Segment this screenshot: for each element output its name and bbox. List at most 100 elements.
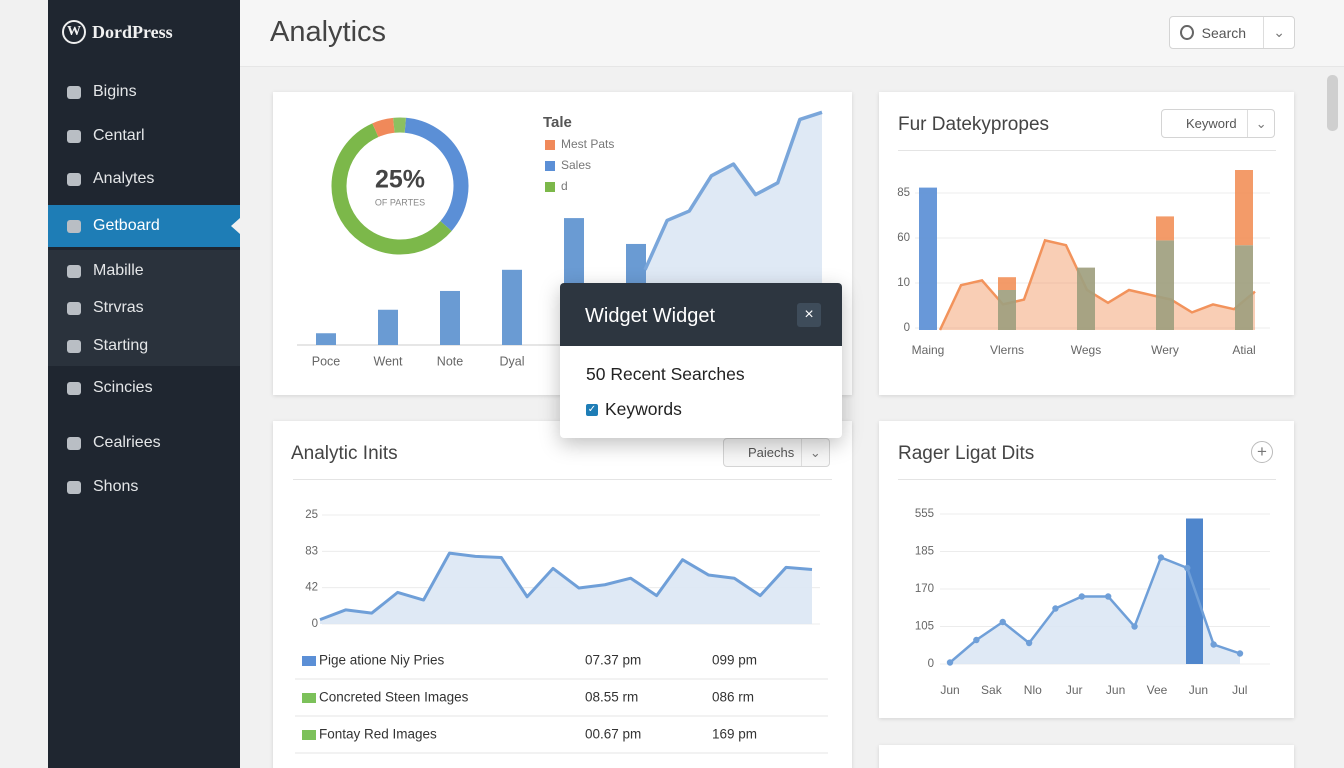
menu-icon [67,381,81,395]
point [973,636,980,644]
menu-label: Scincies [93,379,153,396]
point [1131,623,1138,630]
donut-value: 25% [375,166,425,194]
menu-icon [67,480,81,494]
table-cell: 00.67 pm [585,727,641,742]
area [320,553,812,624]
menu-icon [67,129,81,143]
menu-item[interactable]: Shons [48,469,240,505]
bar-segment [919,187,937,330]
bar [502,269,522,345]
point [1236,650,1244,657]
search-label: Search [1201,24,1247,41]
checkbox[interactable]: ✓ [586,403,598,416]
card-title: Fur Datekypropes [898,114,1050,135]
area-line [938,238,1256,331]
table-cell: 086 rm [712,690,754,705]
checkbox-row[interactable]: ✓ Keywords [586,399,682,420]
table-cell: 07.37 pm [585,653,641,668]
dropdown-caret: ⌄ [1247,110,1274,137]
menu-item[interactable]: Strvras [48,290,240,326]
x-tick-label: Poce [312,354,341,368]
menu-icon [67,301,81,315]
search-button[interactable]: Search ⌄ [1169,16,1295,49]
table-cell: 08.55 rm [585,690,638,705]
menu-item[interactable]: Scincies [48,370,240,406]
legend-swatch [545,182,555,192]
logo-text: DordPress [92,21,173,42]
dropdown-label: Paiechs [748,445,795,460]
table-cell: Concreted Steen Images [319,690,469,705]
x-tick-label: Vee [1147,683,1168,697]
x-tick-label: Jun [1189,683,1208,697]
point [1078,593,1086,600]
menu-item[interactable]: Getboard [48,205,240,247]
y-tick-label: 83 [305,545,318,557]
point [1184,564,1191,572]
x-tick-label: Maing [912,343,945,357]
legend-label: Mest Pats [561,137,614,151]
menu-label: Getboard [93,217,160,234]
x-tick-label: Went [374,354,403,368]
menu-item[interactable]: Starting [48,328,240,364]
bar [378,309,398,345]
x-tick-label: Dyal [499,354,524,368]
x-tick-label: Note [437,354,463,368]
menu-label: Bigins [93,83,137,100]
y-tick-label: 25 [305,509,318,521]
bar-segment [1235,245,1253,330]
menu-label: Centarl [93,127,145,144]
keyword-dropdown[interactable]: Keyword ⌄ [1161,109,1275,138]
menu-item[interactable]: Analytes [48,161,240,197]
menu-icon [67,264,81,278]
menu-icon [67,219,81,233]
bar-segment [1156,240,1174,330]
dropdown-label: Keyword [1186,116,1237,131]
bar-segment [1156,216,1174,241]
y-tick-label: 105 [915,621,934,633]
menu-label: Shons [93,478,139,495]
table-cell: 099 pm [712,653,757,668]
card-title: Analytic Inits [291,443,398,464]
menu-label: Cealriees [93,434,161,451]
card: Fur Datekypropes Keyword ⌄ [879,92,1294,395]
y-tick-label: 0 [312,618,318,630]
add-button[interactable]: + [1251,441,1273,463]
point [946,659,954,666]
x-tick-label: Jur [1066,683,1083,697]
point [1210,641,1217,648]
divider [898,479,1276,480]
bar [316,333,336,345]
point [999,618,1006,626]
donut-segment [372,117,395,138]
line [643,110,823,271]
logo[interactable]: W DordPress [62,20,173,44]
menu-item[interactable]: Cealriees [48,425,240,461]
point [1025,639,1033,647]
x-tick-label: Jul [1232,683,1247,697]
menu-icon [67,339,81,353]
legend-label: d [561,179,568,193]
menu-item[interactable]: Mabille [48,253,240,289]
modal-header: Widget Widget × [560,283,842,346]
bar [440,290,460,345]
modal-text: 50 Recent Searches [586,364,745,384]
x-tick-label: Wery [1151,343,1179,357]
menu-label: Strvras [93,299,144,316]
menu-item[interactable]: Centarl [48,118,240,154]
legend-swatch [545,161,555,171]
close-button[interactable]: × [797,303,821,327]
active-arrow [231,218,240,234]
menu-item[interactable]: Bigins [48,74,240,110]
row-swatch [302,730,316,740]
legend-label: Sales [561,158,591,172]
filter-dropdown[interactable]: Paiechs ⌄ [723,438,830,467]
y-tick-label: 0 [904,322,910,334]
scrollbar[interactable] [1327,75,1338,131]
y-tick-label: 555 [915,508,934,520]
menu-icon [67,172,81,186]
card [879,745,1294,768]
logo-icon: W [62,20,86,44]
card-title: Rager Ligat Dits [898,443,1035,464]
